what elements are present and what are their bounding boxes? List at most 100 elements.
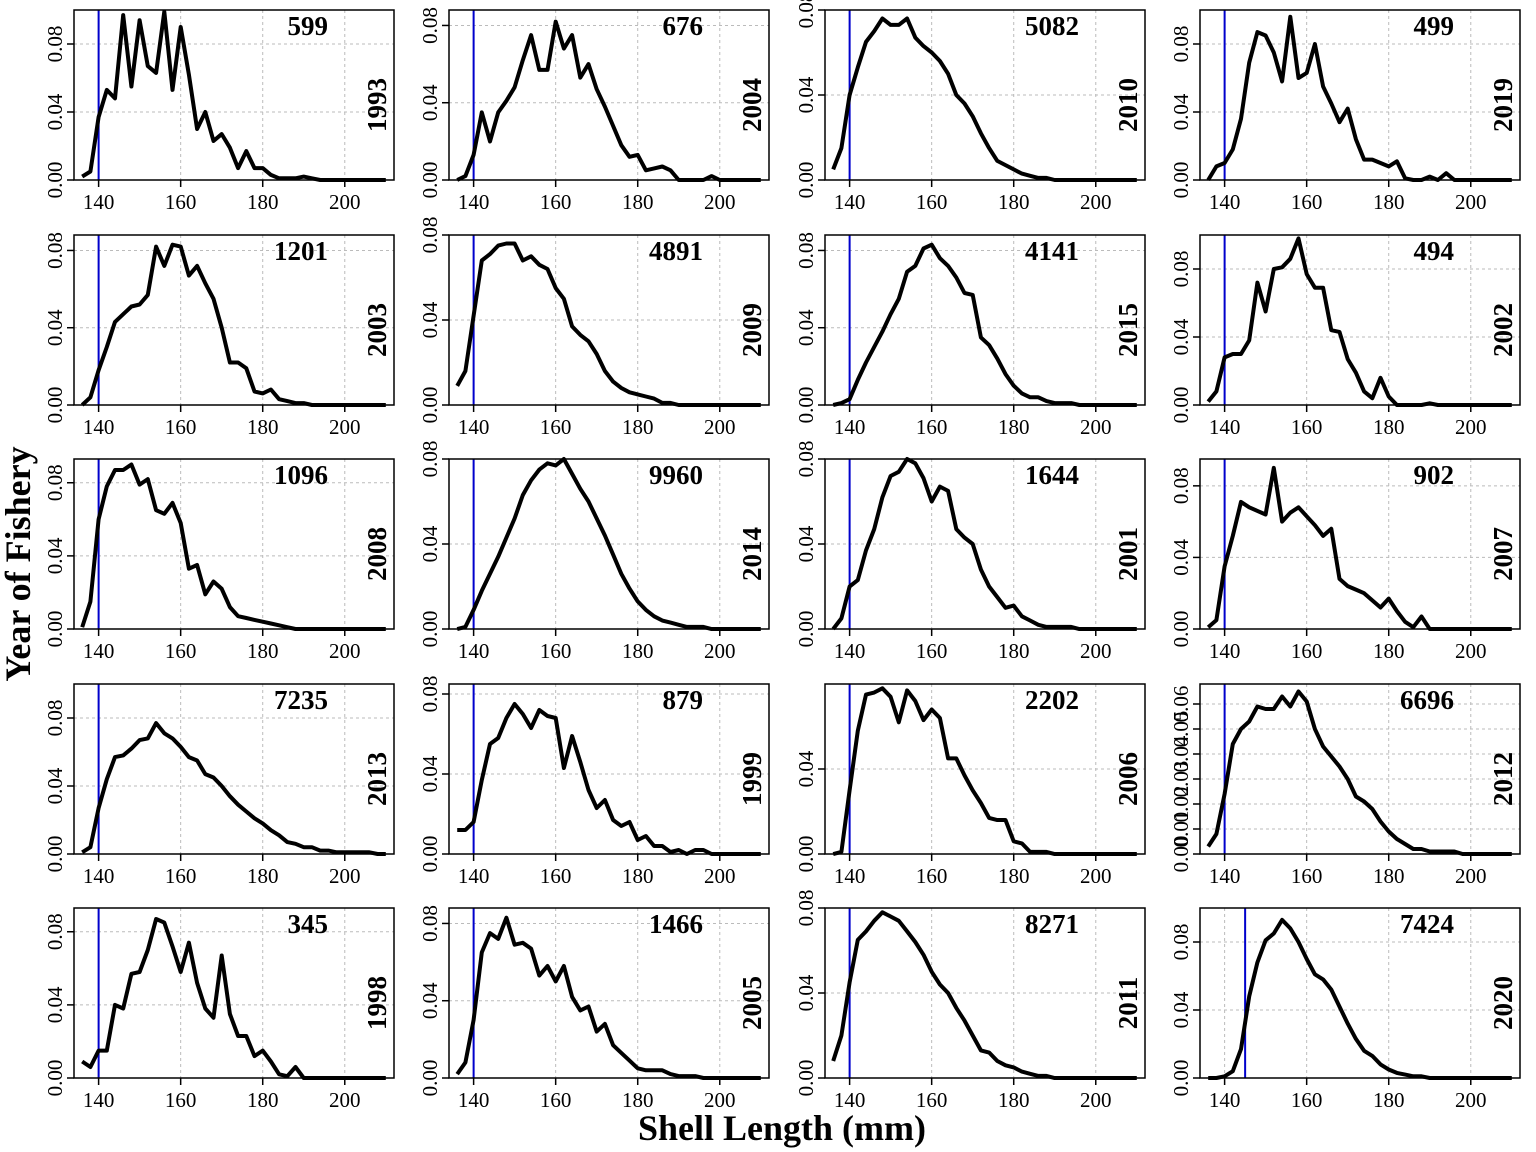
y-tick-label: 0.00 <box>43 611 67 648</box>
sample-count: 1201 <box>274 236 328 266</box>
panel-frame <box>448 9 770 181</box>
year-label: 2003 <box>362 303 392 357</box>
panel-2011: 140 160 180 200 0.00 0.04 0.08 8271 2011 <box>794 890 1146 1112</box>
y-tick-label: 0.08 <box>418 441 442 478</box>
y-tick-label: 0.08 <box>43 232 67 269</box>
x-tick-label: 160 <box>916 864 948 888</box>
panel-2015: 140 160 180 200 0.00 0.04 0.08 4141 2015 <box>794 232 1146 439</box>
series-line <box>1208 917 1512 1080</box>
sample-count: 676 <box>663 11 704 41</box>
year-label: 2005 <box>737 976 767 1030</box>
series-line <box>80 242 386 407</box>
sample-count: 902 <box>1414 460 1455 490</box>
y-tick-label: 0.04 <box>1169 318 1193 355</box>
series-line <box>455 915 761 1080</box>
y-tick-label: 0.04 <box>418 301 442 338</box>
x-tick-label: 200 <box>704 639 736 663</box>
x-tick-label: 140 <box>834 1088 866 1112</box>
x-tick-label: 140 <box>458 864 490 888</box>
x-tick-label: 180 <box>247 639 279 663</box>
series-line <box>832 242 1137 407</box>
year-label: 2019 <box>1488 78 1518 132</box>
x-tick-label: 180 <box>998 415 1030 439</box>
y-tick-label: 0.08 <box>1169 924 1193 961</box>
x-tick-label: 180 <box>1373 1088 1405 1112</box>
x-tick-label: 160 <box>540 864 572 888</box>
x-tick-label: 200 <box>1080 864 1112 888</box>
y-tick-label: 0.08 <box>794 441 818 478</box>
y-tick-label: 0.04 <box>418 982 442 1019</box>
y-tick-label: 0.00 <box>1169 1060 1193 1097</box>
year-label: 2010 <box>1113 78 1143 132</box>
panel-2006: 140 160 180 200 0.00 0.04 2202 2006 <box>794 683 1146 888</box>
x-tick-label: 140 <box>834 864 866 888</box>
panel-2008: 140 160 180 200 0.00 0.04 0.08 1096 2008 <box>43 458 395 663</box>
x-tick-label: 200 <box>704 190 736 214</box>
panel-frame <box>1199 234 1521 406</box>
x-tick-label: 160 <box>1291 864 1323 888</box>
x-tick-label: 200 <box>1455 639 1487 663</box>
x-tick-label: 140 <box>83 190 115 214</box>
x-tick-label: 160 <box>165 1088 197 1112</box>
y-axis-title: Year of Fishery <box>0 446 38 681</box>
y-tick-label: 0.00 <box>794 387 818 424</box>
x-tick-label: 200 <box>329 1088 361 1112</box>
y-tick-label: 0.00 <box>43 162 67 199</box>
x-tick-label: 140 <box>1209 415 1241 439</box>
y-tick-label: 0.08 <box>794 890 818 927</box>
y-tick-label: 0.00 <box>43 1060 67 1097</box>
sample-count: 599 <box>288 11 329 41</box>
series-line <box>831 910 1137 1080</box>
panel-2007: 140 160 180 200 0.00 0.04 0.08 902 2007 <box>1169 458 1521 663</box>
x-tick-label: 200 <box>1080 1088 1112 1112</box>
x-tick-label: 200 <box>1455 1088 1487 1112</box>
x-tick-label: 180 <box>998 1088 1030 1112</box>
x-tick-label: 180 <box>247 1088 279 1112</box>
panel-1993: 140 160 180 200 0.00 0.04 0.08 599 1993 <box>43 9 395 214</box>
x-tick-label: 180 <box>998 639 1030 663</box>
series-line <box>456 19 761 182</box>
panel-grid: 140 160 180 200 0.00 0.04 0.08 599 1993 140 160 180… <box>43 0 1521 1112</box>
y-tick-label: 0.00 <box>794 836 818 873</box>
panel-2014: 140 160 180 200 0.00 0.04 0.08 9960 2014 <box>418 441 770 663</box>
sample-count: 1644 <box>1025 460 1079 490</box>
sample-count: 9960 <box>649 460 703 490</box>
x-tick-label: 160 <box>540 190 572 214</box>
x-tick-label: 160 <box>1291 415 1323 439</box>
x-tick-label: 140 <box>83 415 115 439</box>
x-tick-label: 180 <box>247 864 279 888</box>
series-line <box>1206 689 1512 856</box>
y-tick-label: 0.04 <box>43 767 67 804</box>
x-tick-label: 200 <box>1455 415 1487 439</box>
series-line <box>1206 14 1512 182</box>
sample-count: 7235 <box>274 685 328 715</box>
panel-2010: 140 160 180 200 0.00 0.04 0.08 5082 2010 <box>794 0 1146 214</box>
y-tick-label: 0.04 <box>43 537 67 574</box>
panel-frame <box>73 9 395 181</box>
y-tick-label: 0.06 <box>1169 686 1193 723</box>
panel-2009: 140 160 180 200 0.00 0.04 0.08 4891 2009 <box>418 217 770 439</box>
y-tick-label: 0.00 <box>794 611 818 648</box>
x-tick-label: 180 <box>247 415 279 439</box>
panel-2013: 140 160 180 200 0.00 0.04 0.08 7235 2013 <box>43 683 395 888</box>
x-tick-label: 180 <box>622 415 654 439</box>
series-line <box>80 462 386 631</box>
year-label: 1998 <box>362 976 392 1030</box>
x-tick-label: 180 <box>1373 415 1405 439</box>
series-line <box>832 686 1137 856</box>
y-tick-label: 0.00 <box>1169 836 1193 873</box>
sample-count: 345 <box>288 909 329 939</box>
year-label: 2015 <box>1113 303 1143 357</box>
y-tick-label: 0.02 <box>1169 786 1193 823</box>
x-tick-label: 160 <box>916 1088 948 1112</box>
y-tick-label: 0.08 <box>418 7 442 44</box>
year-label: 2007 <box>1488 527 1518 581</box>
panel-frame <box>1199 907 1521 1079</box>
y-tick-label: 0.08 <box>1169 467 1193 504</box>
y-tick-label: 0.00 <box>1169 611 1193 648</box>
x-tick-label: 140 <box>458 1088 490 1112</box>
x-tick-label: 200 <box>704 864 736 888</box>
x-tick-label: 140 <box>458 190 490 214</box>
sample-count: 4141 <box>1025 236 1079 266</box>
y-tick-label: 0.08 <box>43 26 67 63</box>
